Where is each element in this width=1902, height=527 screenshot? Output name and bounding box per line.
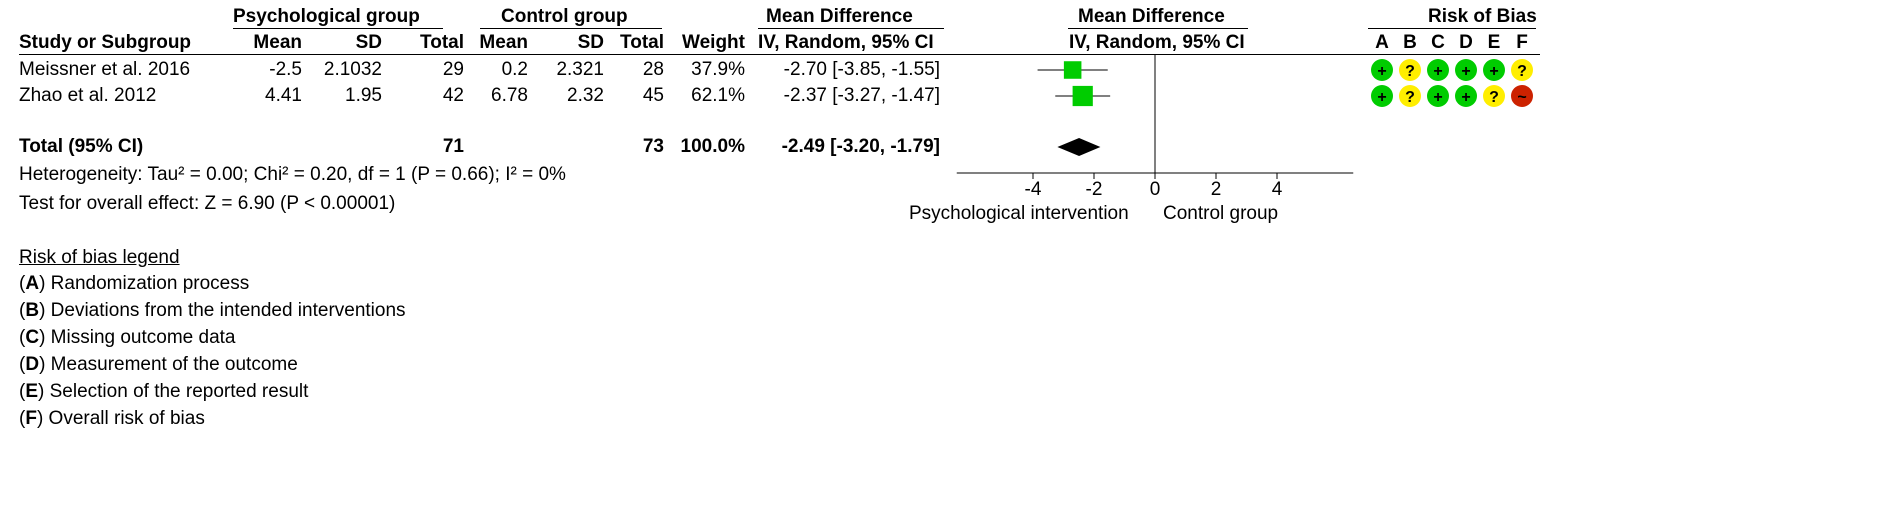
rob-dot-some	[1483, 85, 1505, 107]
rob-dot-symbol: ?	[1517, 63, 1527, 80]
x-axis-tick-label: 4	[1272, 179, 1283, 200]
study-name: Meissner et al. 2016	[19, 59, 191, 80]
rule-mean-diff-plot	[1068, 28, 1248, 29]
rule-mean-diff	[758, 28, 944, 29]
study-ci: -2.70 [-3.85, -1.55]	[783, 59, 940, 80]
study-total-2: 45	[642, 85, 664, 106]
header-sd-1: SD	[355, 32, 382, 53]
header-control-group: Control group	[501, 6, 628, 27]
rob-dot-low	[1427, 85, 1449, 107]
rob-legend-item: (D) Measurement of the outcome	[19, 354, 298, 375]
rob-dot-symbol: +	[1377, 89, 1386, 106]
rob-legend-title: Risk of bias legend	[19, 247, 180, 268]
study-mean-1: 4.41	[265, 85, 302, 106]
rob-dot-low	[1371, 85, 1393, 107]
rob-dot-symbol: +	[1433, 63, 1442, 80]
study-name: Zhao et al. 2012	[19, 85, 157, 106]
rob-letter-d: D	[1459, 32, 1473, 53]
total-ci: -2.49 [-3.20, -1.79]	[781, 136, 940, 157]
header-mean-1: Mean	[253, 32, 302, 53]
x-axis-tick-label: -2	[1086, 179, 1103, 200]
total-label: Total (95% CI)	[19, 136, 144, 157]
rob-dot-low	[1483, 59, 1505, 81]
rule-rob	[1368, 28, 1536, 29]
header-study-or-subgroup: Study or Subgroup	[19, 32, 192, 53]
header-risk-of-bias: Risk of Bias	[1428, 6, 1537, 27]
rob-legend-item: (E) Selection of the reported result	[19, 381, 309, 402]
x-axis-tick-label: 2	[1211, 179, 1222, 200]
header-ci-plot: IV, Random, 95% CI	[1069, 32, 1245, 53]
rob-dot-symbol: +	[1461, 89, 1470, 106]
heterogeneity-text: Heterogeneity: Tau² = 0.00; Chi² = 0.20,…	[19, 164, 566, 185]
study-ci: -2.37 [-3.27, -1.47]	[783, 85, 940, 106]
study-sd-2: 2.321	[556, 59, 604, 80]
rob-letter-f: F	[1516, 32, 1528, 53]
rob-letter-a: A	[1375, 32, 1389, 53]
rob-dot-symbol: +	[1433, 89, 1442, 106]
rob-dot-symbol: ?	[1489, 89, 1499, 106]
rob-dot-low	[1371, 59, 1393, 81]
study-sd-1: 1.95	[345, 85, 382, 106]
total-n-2: 73	[642, 136, 664, 157]
rob-legend-item: (F) Overall risk of bias	[19, 408, 205, 429]
header-mean-difference: Mean Difference	[766, 6, 913, 27]
rob-letter-b: B	[1403, 32, 1417, 53]
study-sd-1: 2.1032	[323, 59, 382, 80]
header-weight: Weight	[682, 32, 745, 53]
study-total-1: 29	[442, 59, 464, 80]
study-mean-2: 0.2	[501, 59, 528, 80]
header-sd-2: SD	[577, 32, 604, 53]
rule-control-group	[480, 28, 662, 29]
rob-dot-some	[1399, 59, 1421, 81]
study-weight: 62.1%	[691, 85, 745, 106]
rob-dot-low	[1427, 59, 1449, 81]
rob-letter-c: C	[1431, 32, 1445, 53]
overall-effect-text: Test for overall effect: Z = 6.90 (P < 0…	[19, 193, 396, 214]
rob-dot-low	[1455, 85, 1477, 107]
header-ci: IV, Random, 95% CI	[758, 32, 934, 53]
study-marker	[1063, 61, 1082, 79]
study-mean-2: 6.78	[491, 85, 528, 106]
rob-dot-symbol: +	[1461, 63, 1470, 80]
rob-dot-high	[1511, 85, 1533, 107]
header-mean-difference-plot: Mean Difference	[1078, 6, 1225, 27]
rob-dot-symbol: ?	[1405, 89, 1415, 106]
axis-label-right: Control group	[1163, 203, 1279, 224]
axis-label-left: Psychological intervention	[909, 203, 1129, 224]
header-mean-2: Mean	[479, 32, 528, 53]
study-total-2: 28	[642, 59, 664, 80]
summary-diamond	[1057, 138, 1101, 156]
x-axis-tick-label: 0	[1150, 179, 1161, 200]
rob-dot-low	[1455, 59, 1477, 81]
study-total-1: 42	[442, 85, 464, 106]
header-total-1: Total	[420, 32, 464, 53]
study-mean-1: -2.5	[269, 59, 302, 80]
rob-letter-e: E	[1487, 32, 1501, 53]
rob-legend-item: (C) Missing outcome data	[19, 327, 236, 348]
total-n-1: 71	[442, 136, 464, 157]
rule-psych-group	[233, 28, 443, 29]
study-sd-2: 2.32	[567, 85, 604, 106]
x-axis-tick-label: -4	[1025, 179, 1042, 200]
study-weight: 37.9%	[691, 59, 745, 80]
header-psychological-group: Psychological group	[233, 6, 420, 27]
rule-table-top	[19, 54, 1540, 55]
rob-dot-symbol: +	[1377, 63, 1386, 80]
header-total-2: Total	[620, 32, 664, 53]
rob-dot-symbol: +	[1489, 63, 1498, 80]
rob-dot-symbol: ~	[1517, 89, 1526, 106]
rob-dot-symbol: ?	[1405, 63, 1415, 80]
total-weight: 100.0%	[680, 136, 745, 157]
rob-dot-some	[1511, 59, 1533, 81]
rob-legend-item: (B) Deviations from the intended interve…	[19, 300, 406, 321]
rob-legend-item: (A) Randomization process	[19, 273, 250, 294]
rob-dot-some	[1399, 85, 1421, 107]
study-marker	[1072, 85, 1093, 107]
